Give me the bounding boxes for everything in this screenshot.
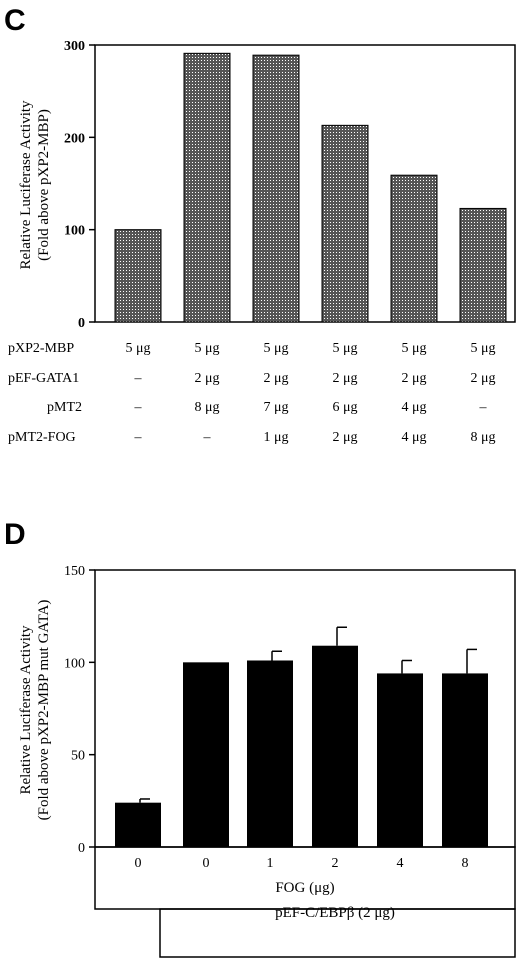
c-table-cell: 2 μg <box>470 371 495 386</box>
c-table-cell: 5 μg <box>332 341 357 356</box>
d-x-tick-label: 2 <box>332 856 339 871</box>
d-y-tick-label: 150 <box>64 564 85 579</box>
c-bar <box>459 207 507 323</box>
c-table-cell: 5 μg <box>401 341 426 356</box>
panel-d-letter: D <box>4 518 26 551</box>
c-table-cell: 2 μg <box>332 371 357 386</box>
d-y-tick-label: 100 <box>64 656 85 671</box>
c-table-cell: 8 μg <box>470 430 495 445</box>
c-y-tick-label: 200 <box>64 131 85 146</box>
c-bar <box>252 54 300 323</box>
c-table-cell: 5 μg <box>263 341 288 356</box>
d-bar <box>247 660 293 847</box>
c-table-cell: 4 μg <box>401 400 426 415</box>
c-table-cell: – <box>479 400 488 415</box>
c-table-cell: 2 μg <box>194 371 219 386</box>
d-x-tick-label: 8 <box>462 856 469 871</box>
panel-c-letter: C <box>4 4 26 37</box>
c-ebp-label: pEF-C/EBPβ (2 μg) <box>275 905 395 921</box>
c-table-cell: 1 μg <box>263 430 288 445</box>
d-bar <box>442 673 488 847</box>
c-y-tick-label: 100 <box>64 224 85 239</box>
c-row-label: pMT2-FOG <box>8 430 76 445</box>
c-table-cell: 5 μg <box>125 341 150 356</box>
c-table-cell: 7 μg <box>263 400 288 415</box>
c-table-cell: 2 μg <box>263 371 288 386</box>
c-y-tick-label: 0 <box>78 316 85 331</box>
d-bar <box>115 802 161 847</box>
c-table-cell: – <box>134 430 143 445</box>
c-table-cell: 6 μg <box>332 400 357 415</box>
c-table-cell: 5 μg <box>470 341 495 356</box>
d-x-axis-title: FOG (μg) <box>275 880 334 896</box>
c-row-label: pMT2 <box>47 400 82 415</box>
d-x-tick-label: 1 <box>267 856 274 871</box>
c-table-cell: – <box>134 371 143 386</box>
d-x-tick-label: 0 <box>135 856 142 871</box>
d-bar <box>312 645 358 847</box>
c-bar <box>390 174 438 323</box>
c-y-axis-title: Relative Luciferase Activity (Fold above … <box>18 100 52 270</box>
c-table-cell: 2 μg <box>332 430 357 445</box>
c-row-label: pXP2-MBP <box>8 341 74 356</box>
c-row-label: pEF-GATA1 <box>8 371 79 386</box>
c-bar <box>114 229 162 323</box>
d-x-tick-label: 4 <box>397 856 404 871</box>
c-bar <box>321 124 369 323</box>
panel-c-plot-frame <box>94 44 516 323</box>
c-bar <box>183 52 231 323</box>
c-y-tick-label: 300 <box>64 39 85 54</box>
d-fog-box <box>94 846 516 910</box>
c-table-cell: 4 μg <box>401 430 426 445</box>
d-bar <box>183 662 229 847</box>
c-table-cell: – <box>203 430 212 445</box>
d-cebp-box <box>159 908 516 958</box>
c-table-cell: 8 μg <box>194 400 219 415</box>
d-bar <box>377 673 423 847</box>
d-y-axis-title: Relative Luciferase Activity (Fold above … <box>18 600 52 821</box>
c-table-cell: 5 μg <box>194 341 219 356</box>
c-table-cell: 2 μg <box>401 371 426 386</box>
d-y-tick-label: 0 <box>78 841 85 856</box>
c-table-cell: – <box>134 400 143 415</box>
d-x-tick-label: 0 <box>203 856 210 871</box>
d-y-tick-label: 50 <box>71 749 85 764</box>
